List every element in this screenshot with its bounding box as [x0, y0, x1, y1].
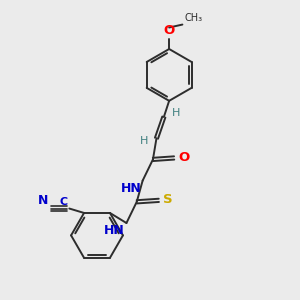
- Text: O: O: [178, 151, 190, 164]
- Text: HN: HN: [104, 224, 125, 237]
- Text: O: O: [164, 24, 175, 37]
- Text: H: H: [140, 136, 148, 146]
- Text: N: N: [38, 194, 49, 207]
- Text: H: H: [172, 109, 181, 118]
- Text: C: C: [59, 197, 68, 207]
- Text: HN: HN: [120, 182, 141, 195]
- Text: S: S: [163, 193, 172, 206]
- Text: CH₃: CH₃: [184, 13, 202, 23]
